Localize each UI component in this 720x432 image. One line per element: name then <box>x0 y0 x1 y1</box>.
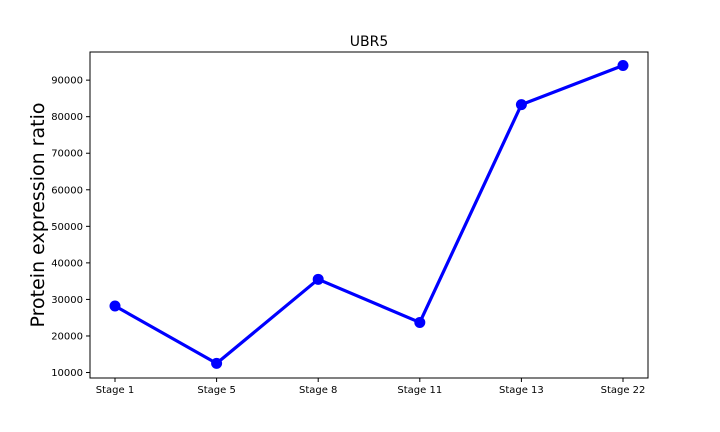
y-tick-label: 50000 <box>51 222 83 233</box>
series-line <box>114 64 624 365</box>
x-tick-label: Stage 22 <box>601 385 646 396</box>
y-tick-label: 80000 <box>51 112 83 123</box>
chart-title: UBR5 <box>350 34 389 50</box>
y-tick-label: 30000 <box>51 295 83 306</box>
y-tick-label: 90000 <box>51 76 83 87</box>
x-tick-label: Stage 1 <box>96 385 134 396</box>
axes: 10000 20000 30000 40000 50000 60000 70000 80000… <box>51 76 645 396</box>
y-axis-label: Protein expression ratio <box>27 103 49 328</box>
y-tick-label: 60000 <box>51 185 83 196</box>
y-tick-label: 40000 <box>51 258 83 269</box>
y-tick-label: 70000 <box>51 149 83 160</box>
data-point <box>414 316 426 328</box>
x-tick-label: Stage 11 <box>397 385 442 396</box>
x-tick-label: Stage 5 <box>197 385 235 396</box>
y-tick-label: 20000 <box>51 331 83 342</box>
x-tick-label: Stage 13 <box>499 385 544 396</box>
data-point <box>312 273 324 285</box>
data-point <box>617 60 629 72</box>
y-tick-label: 10000 <box>51 368 83 379</box>
data-point <box>211 357 223 369</box>
plot-frame <box>89 51 649 379</box>
x-tick-label: Stage 8 <box>299 385 337 396</box>
data-point <box>515 99 527 111</box>
series-layer <box>109 60 629 369</box>
data-point <box>109 300 121 312</box>
